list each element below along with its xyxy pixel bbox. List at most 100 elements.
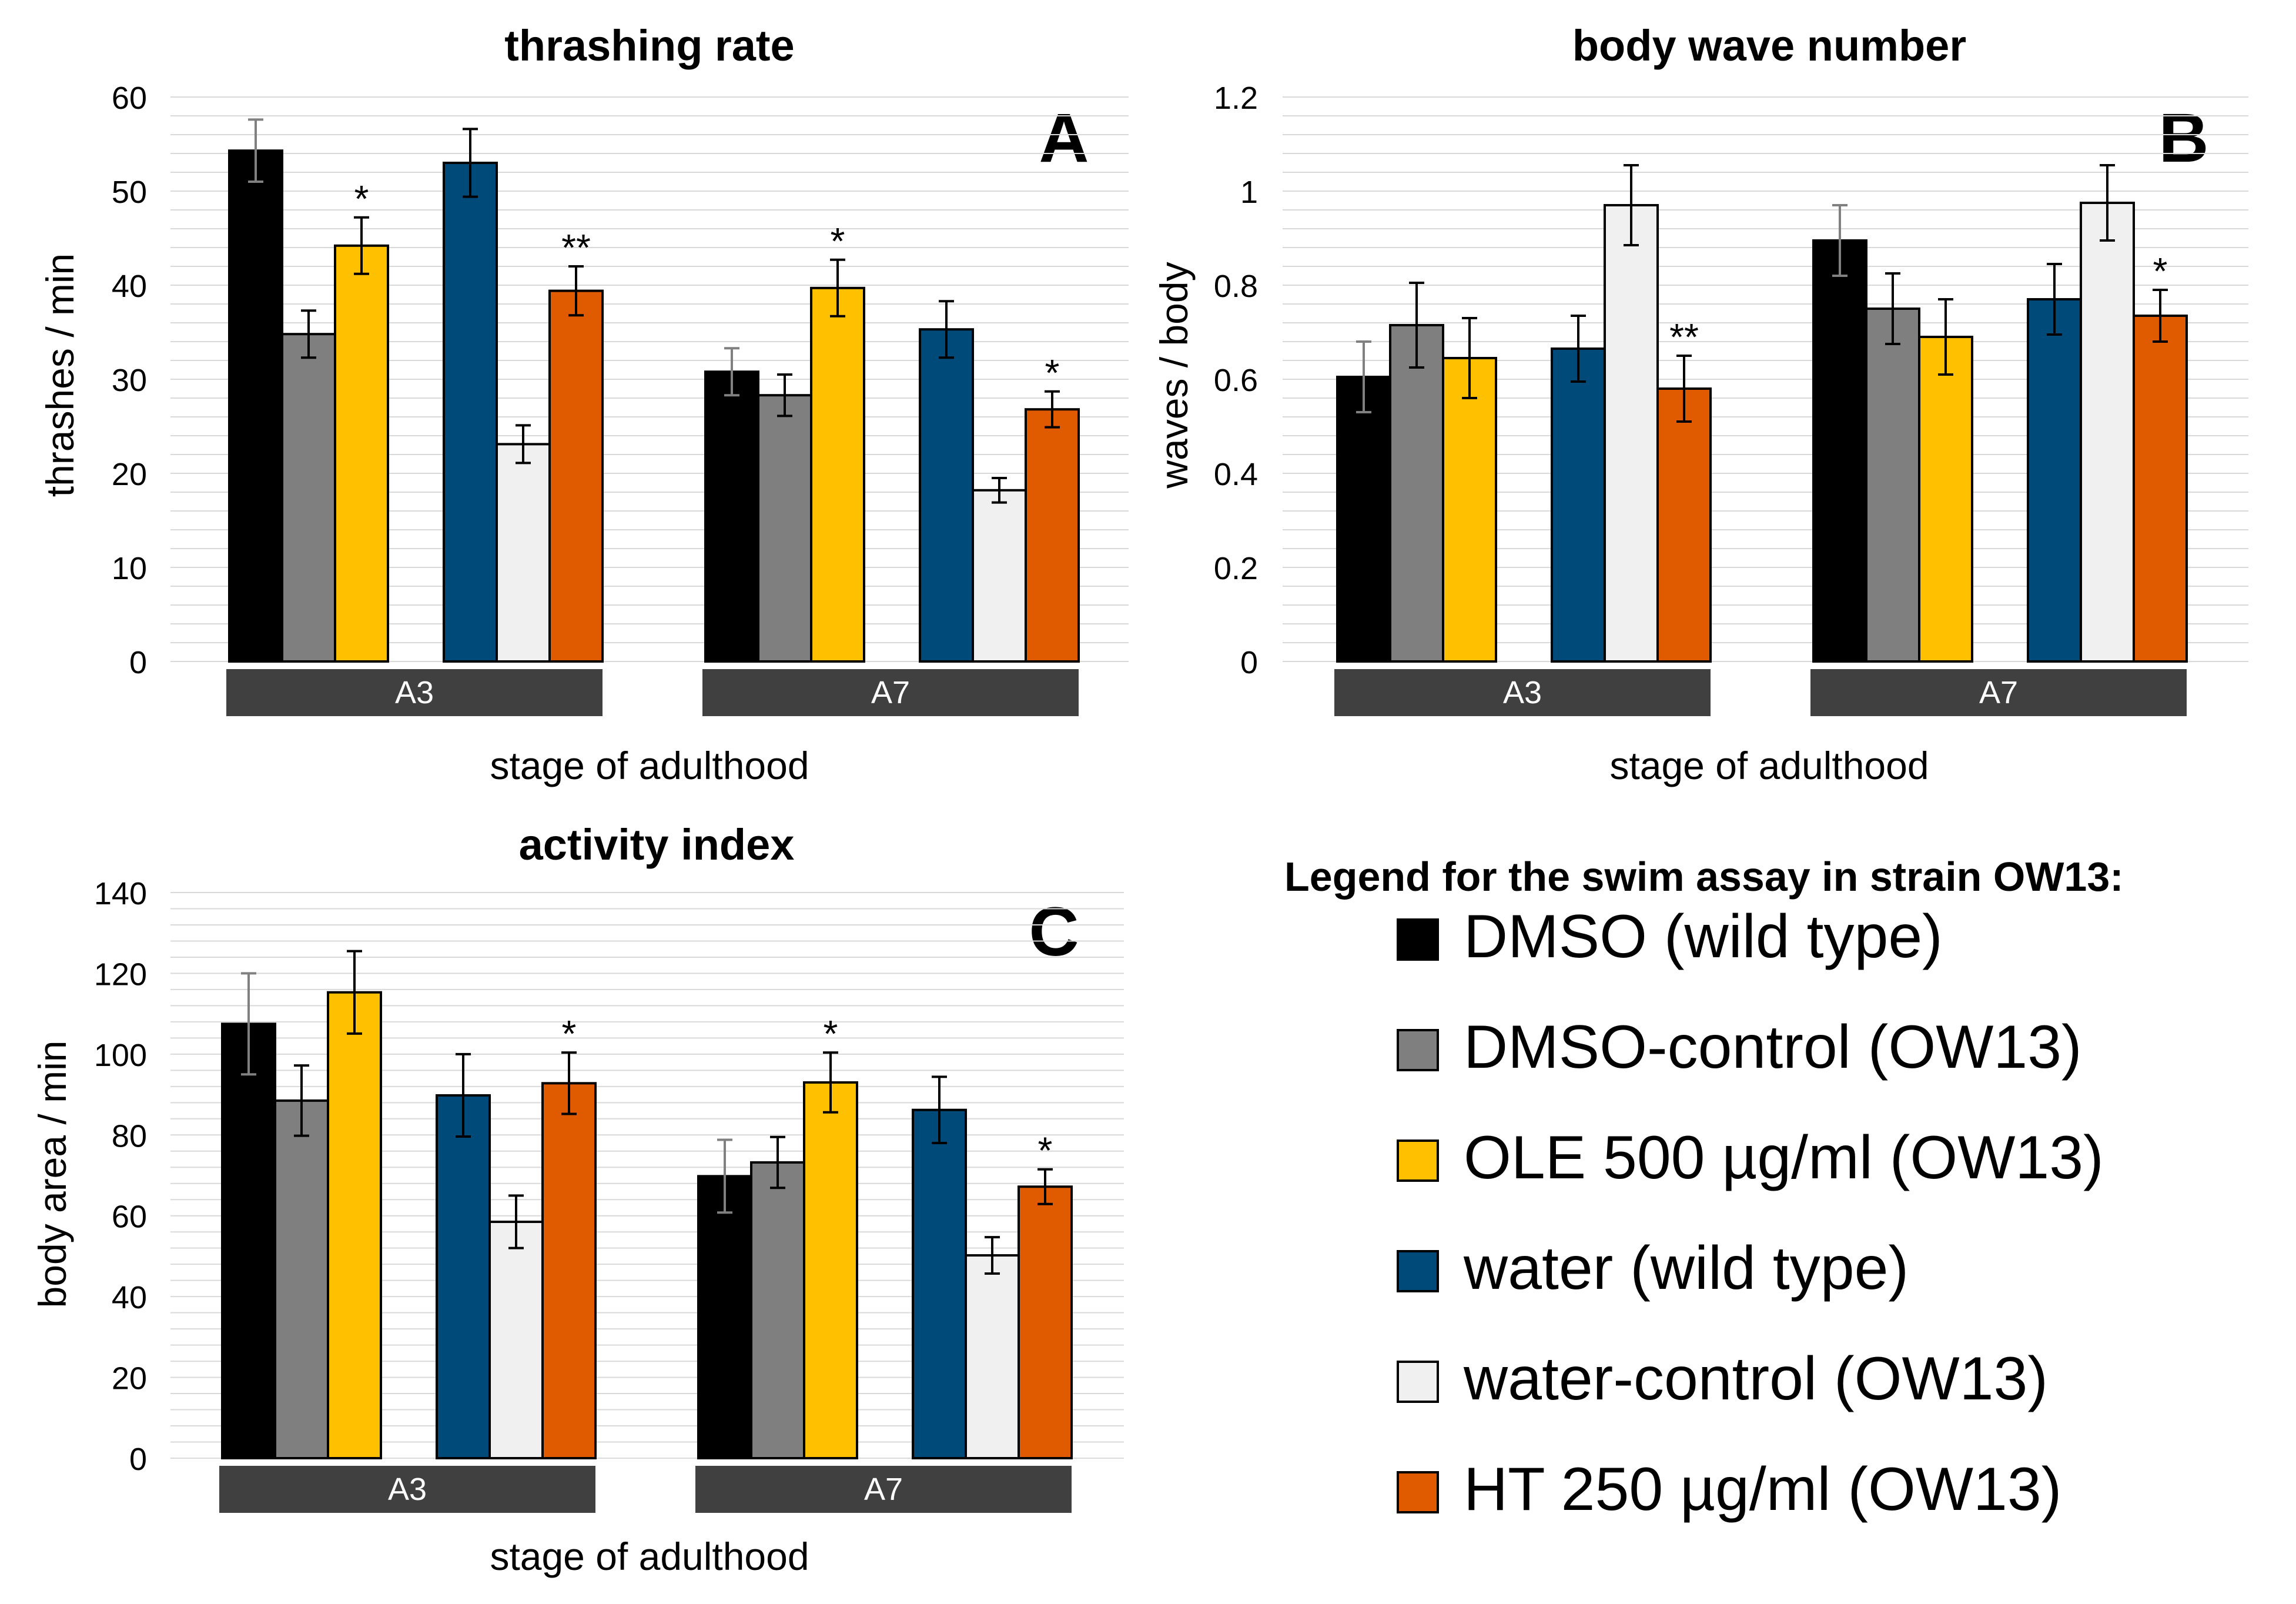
bar	[697, 1175, 752, 1459]
bar	[2133, 315, 2188, 663]
y-tick-label: 40	[112, 269, 147, 304]
bar	[750, 1161, 805, 1460]
bar	[334, 244, 389, 663]
significance-mark: *	[824, 1012, 838, 1055]
y-tick-label: 0.6	[1214, 363, 1258, 398]
y-tick-label: 10	[112, 551, 147, 586]
bar	[1604, 204, 1659, 663]
bar	[1025, 408, 1080, 663]
legend-label: water-control (OW13)	[1463, 1345, 2048, 1413]
chart-title: activity index	[519, 820, 795, 869]
group-band	[702, 669, 1079, 716]
y-tick-label: 20	[112, 457, 147, 492]
x-tick-label: A7	[871, 675, 910, 710]
x-tick-label: A7	[864, 1472, 903, 1507]
bar	[274, 1099, 329, 1459]
x-tick-label: A3	[388, 1472, 427, 1507]
significance-mark: *	[2153, 250, 2168, 292]
y-tick-label: 0	[1240, 645, 1258, 680]
legend-label: DMSO-control (OW13)	[1464, 1013, 2082, 1081]
bar	[496, 443, 551, 663]
y-axis-label: thrashes / min	[38, 253, 82, 497]
bar	[1389, 324, 1444, 663]
bar	[704, 370, 759, 663]
y-tick-label: 30	[112, 363, 147, 398]
chart-title: body wave number	[1572, 21, 1966, 70]
bar	[1018, 1185, 1073, 1459]
x-tick-label: A7	[1979, 675, 2018, 710]
legend-label: water (wild type)	[1463, 1234, 1909, 1302]
bar	[965, 1254, 1020, 1459]
x-axis-label: stage of adulthood	[490, 1535, 809, 1578]
x-tick-label: A3	[395, 675, 434, 710]
y-tick-label: 0	[129, 1442, 147, 1477]
y-tick-label: 1	[1240, 175, 1258, 210]
bar	[1442, 357, 1497, 663]
chart-title: thrashing rate	[504, 21, 794, 70]
y-axis-label: body area / min	[31, 1041, 74, 1308]
bar	[541, 1082, 597, 1459]
legend: Legend for the swim assay in strain OW13…	[1284, 854, 2124, 1523]
bar	[548, 289, 604, 663]
legend-swatch	[1397, 1361, 1439, 1403]
x-tick-label: A3	[1503, 675, 1542, 710]
bar	[757, 394, 812, 663]
group-band	[1334, 669, 1711, 716]
y-tick-label: 0	[129, 645, 147, 680]
y-tick-label: 0.4	[1214, 457, 1258, 492]
y-tick-label: 100	[94, 1038, 147, 1073]
significance-mark: *	[831, 220, 845, 262]
panel-activity-index: activity index C body area / min stage o…	[31, 820, 1124, 1578]
legend-title: Legend for the swim assay in strain OW13…	[1284, 854, 2124, 900]
significance-mark: *	[1038, 1130, 1053, 1172]
legend-swatch	[1397, 918, 1439, 961]
y-tick-label: 60	[112, 1199, 147, 1235]
y-tick-label: 40	[112, 1280, 147, 1315]
significance-mark: *	[1045, 352, 1060, 394]
significance-mark: **	[1669, 316, 1699, 358]
bar	[1865, 308, 1920, 663]
panel-letter: A	[1039, 99, 1089, 177]
panel-body-wave-number: body wave number B waves / body stage of…	[1152, 21, 2248, 787]
group-band	[219, 1466, 595, 1513]
bar	[1812, 239, 1867, 663]
legend-label: OLE 500 µg/ml (OW13)	[1464, 1124, 2104, 1192]
bar	[327, 991, 382, 1459]
panel-letter: B	[2158, 99, 2208, 177]
bar	[1551, 347, 1606, 663]
legend-swatch	[1397, 1250, 1439, 1292]
y-tick-label: 50	[112, 175, 147, 210]
x-axis-label: stage of adulthood	[1609, 744, 1929, 787]
y-tick-label: 0.8	[1214, 269, 1258, 304]
group-band	[1810, 669, 2187, 716]
group-band	[695, 1466, 1072, 1513]
bar	[912, 1108, 967, 1459]
significance-mark: **	[561, 226, 591, 269]
legend-swatch	[1397, 1139, 1439, 1182]
bar	[2080, 202, 2135, 663]
bar	[919, 328, 974, 663]
bar	[488, 1221, 544, 1460]
bar	[1336, 376, 1391, 663]
group-band	[226, 669, 603, 716]
legend-label: DMSO (wild type)	[1464, 903, 1943, 971]
y-tick-label: 60	[112, 81, 147, 116]
bar	[228, 149, 283, 663]
bar	[2027, 298, 2082, 663]
bar	[1918, 336, 1973, 663]
bar	[972, 489, 1027, 663]
legend-label: HT 250 µg/ml (OW13)	[1464, 1455, 2061, 1523]
significance-mark: *	[354, 178, 369, 220]
legend-swatch	[1397, 1029, 1439, 1071]
y-tick-label: 1.2	[1214, 81, 1258, 116]
panel-letter: C	[1029, 893, 1079, 971]
bar	[1656, 387, 1712, 663]
bar	[221, 1022, 276, 1459]
significance-mark: *	[562, 1012, 577, 1055]
bar	[810, 286, 865, 663]
bar	[803, 1081, 858, 1459]
y-axis-label: waves / body	[1152, 262, 1196, 489]
bar	[443, 162, 498, 663]
x-axis-label: stage of adulthood	[490, 744, 809, 787]
